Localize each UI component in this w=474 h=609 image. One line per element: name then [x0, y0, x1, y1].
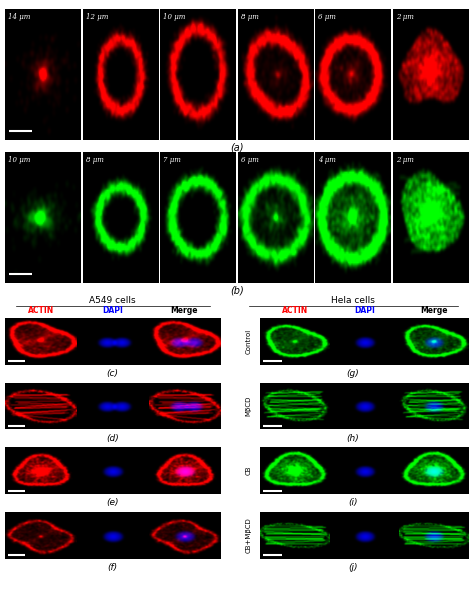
Text: 14 μm: 14 μm — [9, 13, 31, 21]
Text: (j): (j) — [348, 563, 358, 572]
Text: 10 μm: 10 μm — [164, 13, 186, 21]
Text: 4 μm: 4 μm — [318, 156, 336, 164]
Text: (d): (d) — [106, 434, 119, 443]
Text: 8 μm: 8 μm — [86, 156, 104, 164]
Text: (h): (h) — [347, 434, 359, 443]
Text: ACTIN: ACTIN — [27, 306, 54, 315]
Text: 2 μm: 2 μm — [396, 156, 413, 164]
Text: 8 μm: 8 μm — [241, 13, 259, 21]
Text: Hela cells: Hela cells — [331, 297, 375, 306]
Text: 12 μm: 12 μm — [86, 13, 108, 21]
Text: DAPI: DAPI — [102, 306, 123, 315]
Text: A549 cells: A549 cells — [89, 297, 136, 306]
Text: Control: Control — [246, 329, 251, 354]
Text: (g): (g) — [347, 369, 359, 378]
Text: 6 μm: 6 μm — [318, 13, 336, 21]
Text: Merge: Merge — [420, 306, 448, 315]
Text: CB+MβCD: CB+MβCD — [246, 518, 251, 553]
Text: Merge: Merge — [171, 306, 198, 315]
Text: (a): (a) — [230, 143, 244, 152]
Text: (i): (i) — [348, 498, 358, 507]
Text: 6 μm: 6 μm — [241, 156, 259, 164]
Text: (e): (e) — [106, 498, 119, 507]
Text: DAPI: DAPI — [354, 306, 375, 315]
Text: 10 μm: 10 μm — [9, 156, 31, 164]
Text: (b): (b) — [230, 286, 244, 295]
Text: MβCD: MβCD — [246, 396, 251, 416]
Text: ACTIN: ACTIN — [282, 306, 308, 315]
Text: CB: CB — [246, 466, 251, 476]
Text: (c): (c) — [107, 369, 118, 378]
Text: (f): (f) — [108, 563, 118, 572]
Text: 2 μm: 2 μm — [396, 13, 413, 21]
Text: 7 μm: 7 μm — [164, 156, 181, 164]
